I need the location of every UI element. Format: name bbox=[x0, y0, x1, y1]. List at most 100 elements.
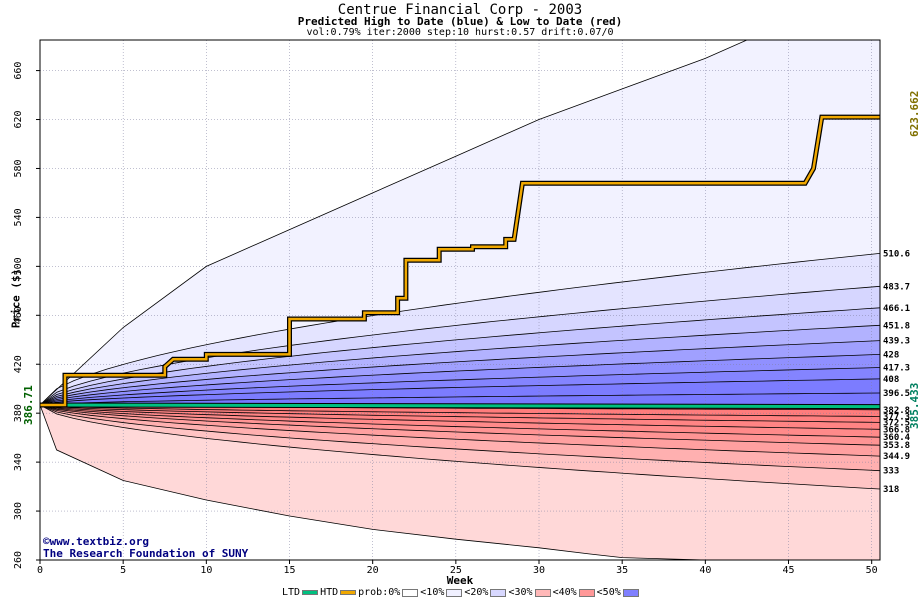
legend-p50-swatch bbox=[622, 588, 639, 597]
y-axis-label: Price ($) bbox=[9, 268, 23, 329]
band-upper-1 bbox=[40, 253, 880, 405]
envelope-min-line bbox=[39, 404, 880, 561]
axis-ticks: 0 5 10 15 20 25 30 35 40 45 50 260 300 340 380 420 460 50… bbox=[13, 62, 878, 576]
percentile-label-8: 396.5 bbox=[883, 389, 910, 399]
y-tick-label-500: 500 bbox=[13, 257, 24, 275]
legend-prob-label: prob:0% bbox=[358, 587, 401, 598]
percentile-line-14 bbox=[39, 404, 881, 446]
chart-subtitle: Predicted High to Date (blue) & Low to D… bbox=[297, 15, 623, 28]
y-tick-label-260: 260 bbox=[13, 551, 24, 569]
band-lower-2 bbox=[40, 405, 880, 471]
chart-title: Centrue Financial Corp - 2003 bbox=[337, 2, 583, 18]
percentile-label-3: 451.8 bbox=[883, 321, 910, 331]
envelope-max-line bbox=[39, 39, 880, 406]
series-lines bbox=[39, 39, 881, 561]
percentile-label-10: 377.3 bbox=[883, 412, 910, 422]
grid bbox=[40, 40, 880, 561]
percentile-label-0: 510.6 bbox=[883, 249, 910, 259]
legend-p30-label: <30% bbox=[508, 587, 533, 598]
percentile-line-6 bbox=[39, 367, 881, 406]
y-tick-label-620: 620 bbox=[13, 110, 24, 128]
y-tick-label-540: 540 bbox=[13, 208, 24, 226]
band-upper-4 bbox=[40, 325, 880, 405]
x-tick-label-30: 30 bbox=[533, 565, 545, 576]
percentile-line-12 bbox=[39, 404, 881, 430]
percentile-label-9: 382.8 bbox=[883, 406, 910, 416]
percentile-line-13 bbox=[39, 404, 881, 438]
legend-p10-label: <10% bbox=[420, 587, 445, 598]
x-axis-label: Week bbox=[446, 574, 474, 587]
legend-ltd-label: LTD bbox=[282, 587, 301, 598]
legend-p40-label: <40% bbox=[552, 587, 577, 598]
legend-htd-swatch bbox=[340, 590, 357, 595]
htd-line bbox=[40, 115, 880, 407]
x-tick-label-25: 25 bbox=[450, 565, 462, 576]
band-lower-1 bbox=[40, 405, 880, 489]
percentile-line-1 bbox=[39, 285, 881, 406]
y-tick-label-580: 580 bbox=[13, 159, 24, 177]
legend-p0-swatch bbox=[402, 588, 419, 597]
y-tick-label-340: 340 bbox=[13, 453, 24, 471]
band-lower-6 bbox=[40, 405, 880, 430]
legend-htd-label: HTD bbox=[320, 587, 339, 598]
percentile-bands bbox=[40, 40, 880, 560]
percentile-line-16 bbox=[39, 404, 881, 472]
percentile-line-0 bbox=[39, 253, 881, 406]
percentile-line-5 bbox=[39, 354, 881, 406]
percentile-line-15 bbox=[39, 404, 881, 457]
percentile-line-7 bbox=[39, 378, 881, 406]
percentile-label-17: 318 bbox=[883, 485, 899, 495]
ltd-line bbox=[39, 403, 881, 409]
percentile-label-1: 483.7 bbox=[883, 282, 910, 292]
band-lower-7 bbox=[40, 405, 880, 423]
band-upper-5 bbox=[40, 340, 880, 405]
low-value-label: 385.433 bbox=[908, 382, 920, 429]
start-value-label: 386.71 bbox=[22, 385, 35, 425]
y-tick-label-300: 300 bbox=[13, 502, 24, 520]
y-tick-label-460: 460 bbox=[13, 306, 24, 324]
band-upper-core bbox=[40, 393, 880, 405]
percentile-label-6: 417.3 bbox=[883, 364, 910, 374]
percentile-line-17 bbox=[39, 404, 881, 490]
legend-p50-label: <50% bbox=[596, 587, 621, 598]
legend-ltd-swatch bbox=[302, 590, 319, 595]
plot-area bbox=[39, 39, 881, 561]
band-lower-5 bbox=[40, 405, 880, 438]
legend-p20-label: <20% bbox=[464, 587, 489, 598]
percentile-line-3 bbox=[39, 324, 881, 406]
percentile-label-15: 344.9 bbox=[883, 452, 910, 462]
band-upper-8 bbox=[40, 378, 880, 405]
percentile-label-2: 466.1 bbox=[883, 304, 910, 314]
percentile-label-5: 428 bbox=[883, 350, 899, 360]
percentile-line-10 bbox=[39, 404, 881, 417]
percentile-label-4: 439.3 bbox=[883, 337, 910, 347]
x-tick-label-50: 50 bbox=[866, 565, 878, 576]
percentile-label-7: 408 bbox=[883, 375, 899, 385]
legend: LTD HTD prob:0% <10% <20% <30% <40% <50% bbox=[282, 587, 641, 598]
chart-params: vol:0.79% iter:2000 step:10 hurst:0.57 d… bbox=[306, 27, 614, 38]
y-tick-label-380: 380 bbox=[13, 404, 24, 422]
percentile-label-16: 333 bbox=[883, 467, 899, 477]
legend-p30-swatch bbox=[534, 588, 551, 597]
percentile-label-14: 353.8 bbox=[883, 441, 910, 451]
y-tick-label-660: 660 bbox=[13, 62, 24, 80]
percentile-line-11 bbox=[39, 404, 881, 423]
band-lower-4 bbox=[40, 405, 880, 446]
x-tick-label-0: 0 bbox=[37, 565, 43, 576]
x-tick-label-40: 40 bbox=[699, 565, 711, 576]
band-upper-2 bbox=[40, 286, 880, 405]
legend-p10-swatch bbox=[446, 588, 463, 597]
band-upper-3 bbox=[40, 307, 880, 405]
credit-foundation: The Research Foundation of SUNY bbox=[43, 547, 249, 560]
percentile-label-13: 360.4 bbox=[883, 433, 911, 443]
credit-url[interactable]: ©www.textbiz.org bbox=[43, 535, 149, 548]
percentile-line-4 bbox=[39, 340, 881, 406]
x-tick-label-35: 35 bbox=[616, 565, 628, 576]
percentile-line-8 bbox=[39, 392, 881, 406]
legend-p20-swatch bbox=[490, 588, 507, 597]
band-upper-7 bbox=[40, 367, 880, 405]
y-tick-label-420: 420 bbox=[13, 355, 24, 373]
band-upper-0 bbox=[40, 40, 880, 405]
